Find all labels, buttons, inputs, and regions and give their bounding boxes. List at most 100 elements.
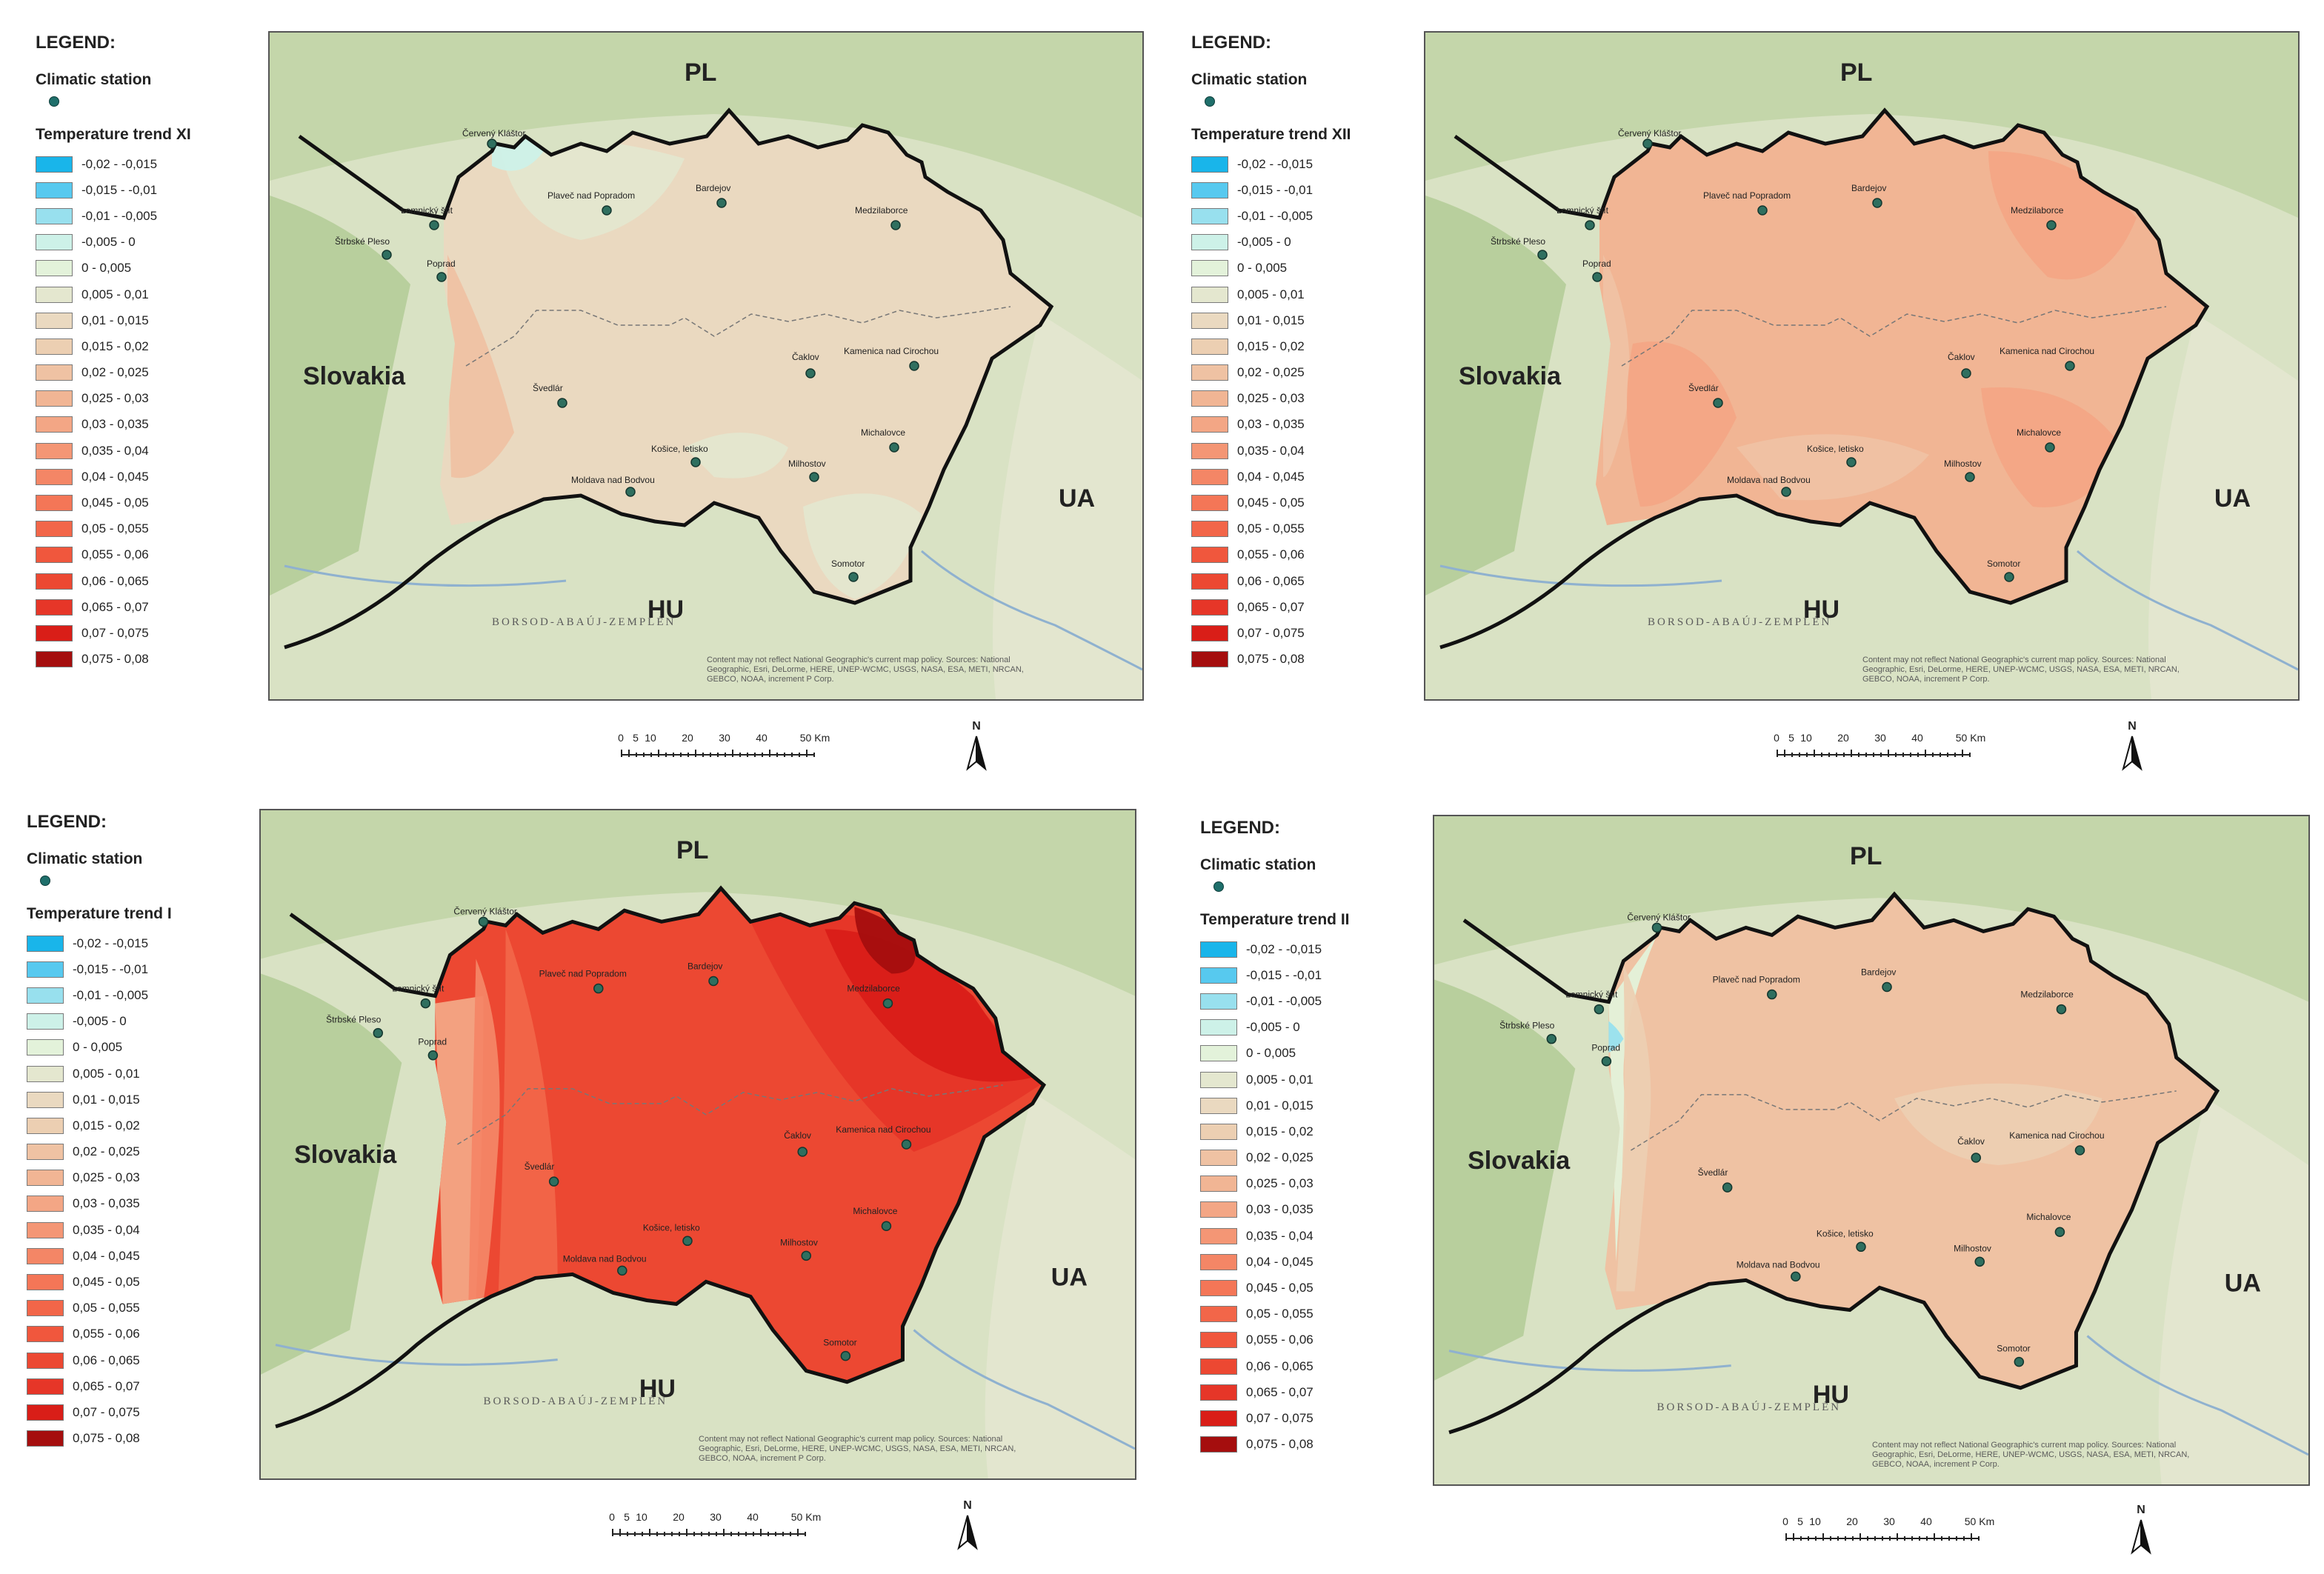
scale-tick-label: 50 Km	[799, 732, 830, 744]
country-label-pl: PL	[1850, 842, 1882, 870]
scale-tick	[1954, 753, 1956, 757]
scale-tick	[797, 1529, 799, 1536]
scale-tick	[739, 753, 741, 757]
station-label: Somotor	[831, 558, 865, 569]
scale-tick	[1873, 753, 1874, 757]
climatic-station-marker	[2065, 361, 2075, 371]
legend-item: 0,055 - 0,06	[1191, 542, 1414, 568]
legend-class-label: 0,05 - 0,055	[81, 521, 149, 536]
legend-class-label: 0,055 - 0,06	[73, 1327, 140, 1341]
scale-tick	[776, 753, 778, 757]
station-label: Milhostov	[788, 458, 826, 469]
station-label: Bardejov	[696, 183, 730, 193]
scale-bar: 0 5 10 20 30 40 50 Km	[1779, 1515, 2017, 1554]
station-label: Milhostov	[1944, 458, 1982, 469]
legend-class-label: 0,04 - 0,045	[73, 1248, 140, 1263]
legend-swatch	[27, 1170, 64, 1187]
climatic-station-marker	[602, 205, 612, 216]
scale-tick	[649, 1529, 650, 1536]
country-label-hu: HU	[1813, 1381, 1849, 1409]
legend-class-label: 0,05 - 0,055	[73, 1301, 140, 1315]
river-line	[2086, 1335, 2308, 1456]
climatic-station-marker	[797, 1147, 808, 1157]
trend-zone	[1616, 964, 1651, 1292]
map-frame-i[interactable]: PL HU UA Slovakia BORSOD-ABAÚJ-ZEMPLÉN Červen…	[259, 809, 1136, 1480]
national-border	[1448, 891, 2220, 1435]
legend-item: -0,01 - -0,005	[27, 982, 249, 1008]
scale-tick-label: 20	[682, 732, 693, 744]
river-line	[921, 550, 1142, 671]
station-label: Červený Kláštor	[1627, 911, 1690, 922]
scale-tick	[1895, 753, 1897, 757]
scale-tick	[1941, 1536, 1942, 1541]
legend-class-label: -0,015 - -0,01	[1246, 967, 1322, 982]
region-label: BORSOD-ABAÚJ-ZEMPLÉN	[1657, 1401, 1842, 1413]
climatic-station-marker	[1965, 472, 1975, 482]
map-frame-xii[interactable]: PL HU UA Slovakia BORSOD-ABAÚJ-ZEMPLÉN Červen…	[1424, 31, 2300, 701]
legend-swatch	[1191, 364, 1228, 381]
scale-tick	[671, 1532, 673, 1536]
legend-swatch	[1191, 207, 1228, 224]
legend-class-label: 0,015 - 0,02	[1237, 339, 1305, 353]
basemap-forest-west	[1434, 979, 1576, 1381]
climatic-station-marker	[2074, 1145, 2085, 1156]
legend-class-label: 0,02 - 0,025	[1246, 1150, 1314, 1165]
scale-tick	[1806, 753, 1808, 757]
station-label: Štrbské Pleso	[326, 1014, 381, 1025]
legend-class-label: 0,025 - 0,03	[73, 1170, 140, 1185]
scale-tick-label: 40	[1920, 1515, 1932, 1527]
legend-class-label: 0,005 - 0,01	[1237, 287, 1305, 301]
country-label-pl: PL	[1840, 59, 1872, 87]
map-credits: GEBCO, NOAA, increment P Corp.	[699, 1454, 826, 1463]
station-label: Moldava nad Bodvou	[1737, 1259, 1820, 1270]
map-credits: Content may not reflect National Geograp…	[1862, 656, 2166, 664]
station-label: Poprad	[418, 1037, 447, 1047]
legend-swatch	[27, 1144, 64, 1161]
station-label: Medzilaborce	[855, 205, 908, 216]
scale-tick-label: 50 Km	[790, 1511, 822, 1523]
legend-swatch	[36, 156, 73, 173]
legend-swatch	[36, 181, 73, 199]
scale-tick	[708, 1532, 710, 1536]
legend-item: -0,01 - -0,005	[36, 203, 258, 229]
map-credits: Content may not reflect National Geograp…	[1872, 1441, 2176, 1450]
scale-tick	[716, 1532, 717, 1536]
scale-tick	[1814, 750, 1815, 757]
legend-swatch	[36, 521, 73, 538]
scale-tick	[1969, 753, 1971, 757]
district-boundary	[457, 1084, 1003, 1145]
climatic-station-marker	[2046, 220, 2057, 230]
scale-tick	[628, 750, 630, 757]
region-label: BORSOD-ABAÚJ-ZEMPLÉN	[492, 616, 676, 628]
climatic-station-marker	[1546, 1033, 1557, 1044]
legend-swatch	[36, 624, 73, 641]
legend-item: 0,005 - 0,01	[1191, 281, 1414, 307]
legend-item: 0,035 - 0,04	[36, 438, 258, 464]
scale-tick	[1910, 753, 1911, 757]
basemap-lowland-east	[2148, 314, 2298, 699]
legend-class-label: -0,015 - -0,01	[73, 961, 149, 976]
legend-swatch	[36, 364, 73, 381]
scale-tick	[760, 1529, 762, 1536]
station-label: Michalovce	[861, 427, 905, 438]
legend-item: 0,03 - 0,035	[1200, 1197, 1422, 1223]
legend-item: 0,055 - 0,06	[1200, 1327, 1422, 1353]
map-frame-xi[interactable]: PL HU UA Slovakia BORSOD-ABAÚJ-ZEMPLÉN Červen…	[268, 31, 1144, 701]
station-label: Bardejov	[1851, 183, 1886, 193]
station-label: Michalovce	[2017, 427, 2061, 438]
scale-tick	[1932, 753, 1934, 757]
legend-class-label: -0,01 - -0,005	[81, 208, 158, 223]
legend-item: 0,06 - 0,065	[1191, 568, 1414, 594]
legend-item: 0,045 - 0,05	[1200, 1275, 1422, 1301]
legend-class-label: 0,07 - 0,075	[1246, 1410, 1314, 1425]
legend-xi: LEGEND: Climatic station Temperature tre…	[36, 33, 258, 673]
climatic-station-marker	[548, 1176, 559, 1187]
legend-class-label: 0,015 - 0,02	[73, 1118, 140, 1133]
scale-tick	[1791, 753, 1793, 757]
basemap-forest-north	[1425, 33, 2298, 218]
legend-swatch	[1200, 1150, 1237, 1167]
climatic-station-marker	[901, 1139, 912, 1150]
scale-tick	[1888, 750, 1889, 757]
map-frame-ii[interactable]: PL HU UA Slovakia BORSOD-ABAÚJ-ZEMPLÉN Červen…	[1433, 815, 2310, 1486]
legend-item: 0,07 - 0,075	[1191, 620, 1414, 646]
